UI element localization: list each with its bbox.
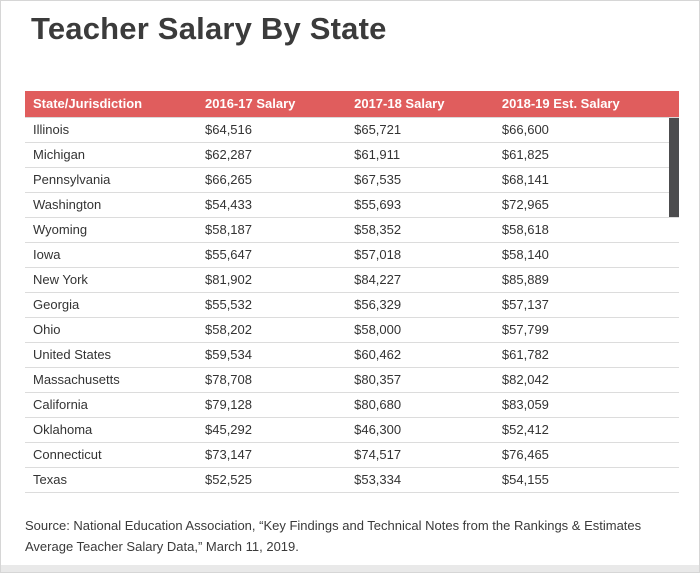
salary-2017-18-cell: $80,680 (346, 392, 494, 418)
salary-2016-17-cell: $81,902 (197, 267, 347, 293)
salary-2018-19-cell: $66,600 (493, 117, 679, 143)
salary-2017-18-cell: $65,721 (346, 117, 494, 143)
salary-2016-17-cell: $59,534 (197, 342, 347, 368)
salary-2016-17-cell: $52,525 (197, 467, 347, 493)
salary-2017-18-cell: $58,000 (346, 317, 494, 343)
table-row: United States $59,534 $60,462 $61,782 (25, 342, 679, 368)
salary-2018-19-cell: $82,042 (493, 367, 679, 393)
salary-2016-17-cell: $73,147 (197, 442, 347, 468)
salary-2017-18-cell: $58,352 (346, 217, 494, 243)
table-header-row: State/Jurisdiction 2016-17 Salary 2017-1… (25, 91, 679, 118)
salary-2017-18-cell: $60,462 (346, 342, 494, 368)
column-header-2018-19-est-salary: 2018-19 Est. Salary (493, 91, 679, 118)
table-row: Wyoming $58,187 $58,352 $58,618 (25, 217, 679, 243)
salary-2018-19-cell: $83,059 (493, 392, 679, 418)
salary-2016-17-cell: $79,128 (197, 392, 347, 418)
source-text: Source: National Education Association, … (25, 515, 685, 557)
table-row: Oklahoma $45,292 $46,300 $52,412 (25, 417, 679, 443)
table-row: Washington $54,433 $55,693 $72,965 (25, 192, 679, 218)
salary-2017-18-cell: $46,300 (346, 417, 494, 443)
salary-2017-18-cell: $55,693 (346, 192, 494, 218)
table-row: California $79,128 $80,680 $83,059 (25, 392, 679, 418)
table-row: Ohio $58,202 $58,000 $57,799 (25, 317, 679, 343)
state-cell: Wyoming (25, 217, 197, 243)
salary-2016-17-cell: $54,433 (197, 192, 347, 218)
source-line-1: Source: National Education Association, … (25, 518, 642, 533)
salary-2018-19-cell: $72,965 (493, 192, 679, 218)
salary-2016-17-cell: $64,516 (197, 117, 347, 143)
state-cell: Georgia (25, 292, 197, 318)
salary-2017-18-cell: $84,227 (346, 267, 494, 293)
table-body: Illinois $64,516 $65,721 $66,600 Michiga… (25, 117, 679, 493)
state-cell: United States (25, 342, 197, 368)
salary-2017-18-cell: $56,329 (346, 292, 494, 318)
salary-2016-17-cell: $55,647 (197, 242, 347, 268)
salary-table: State/Jurisdiction 2016-17 Salary 2017-1… (25, 91, 679, 493)
state-cell: Connecticut (25, 442, 197, 468)
salary-2016-17-cell: $78,708 (197, 367, 347, 393)
salary-2017-18-cell: $74,517 (346, 442, 494, 468)
table-container: State/Jurisdiction 2016-17 Salary 2017-1… (25, 91, 679, 493)
state-cell: Illinois (25, 117, 197, 143)
state-cell: Iowa (25, 242, 197, 268)
state-cell: Oklahoma (25, 417, 197, 443)
salary-2018-19-cell: $58,618 (493, 217, 679, 243)
salary-2018-19-cell: $58,140 (493, 242, 679, 268)
salary-2018-19-cell: $61,782 (493, 342, 679, 368)
salary-2018-19-cell: $54,155 (493, 467, 679, 493)
scrollbar-thumb[interactable] (669, 118, 679, 217)
column-header-2017-18-salary: 2017-18 Salary (346, 91, 494, 118)
salary-2017-18-cell: $80,357 (346, 367, 494, 393)
salary-2018-19-cell: $68,141 (493, 167, 679, 193)
salary-2018-19-cell: $57,137 (493, 292, 679, 318)
page-title: Teacher Salary By State (31, 11, 387, 46)
salary-2016-17-cell: $58,187 (197, 217, 347, 243)
bottom-bar (1, 565, 699, 572)
salary-2016-17-cell: $55,532 (197, 292, 347, 318)
state-cell: Michigan (25, 142, 197, 168)
state-cell: California (25, 392, 197, 418)
salary-2017-18-cell: $67,535 (346, 167, 494, 193)
column-header-2016-17-salary: 2016-17 Salary (197, 91, 347, 118)
table-row: Connecticut $73,147 $74,517 $76,465 (25, 442, 679, 468)
scrollbar-track[interactable] (669, 117, 679, 492)
salary-2016-17-cell: $66,265 (197, 167, 347, 193)
state-cell: Ohio (25, 317, 197, 343)
salary-2016-17-cell: $62,287 (197, 142, 347, 168)
state-cell: Massachusetts (25, 367, 197, 393)
table-row: Iowa $55,647 $57,018 $58,140 (25, 242, 679, 268)
table-row: New York $81,902 $84,227 $85,889 (25, 267, 679, 293)
salary-2016-17-cell: $45,292 (197, 417, 347, 443)
table-row: Michigan $62,287 $61,911 $61,825 (25, 142, 679, 168)
column-header-state: State/Jurisdiction (25, 91, 197, 118)
table-row: Texas $52,525 $53,334 $54,155 (25, 467, 679, 493)
state-cell: Texas (25, 467, 197, 493)
salary-2018-19-cell: $76,465 (493, 442, 679, 468)
table-row: Georgia $55,532 $56,329 $57,137 (25, 292, 679, 318)
state-cell: New York (25, 267, 197, 293)
table-row: Massachusetts $78,708 $80,357 $82,042 (25, 367, 679, 393)
salary-2017-18-cell: $61,911 (346, 142, 494, 168)
table-row: Illinois $64,516 $65,721 $66,600 (25, 117, 679, 143)
salary-2018-19-cell: $57,799 (493, 317, 679, 343)
salary-2018-19-cell: $61,825 (493, 142, 679, 168)
state-cell: Pennsylvania (25, 167, 197, 193)
state-cell: Washington (25, 192, 197, 218)
source-line-2: Average Teacher Salary Data,” March 11, … (25, 539, 299, 554)
salary-2018-19-cell: $85,889 (493, 267, 679, 293)
salary-2017-18-cell: $57,018 (346, 242, 494, 268)
salary-2016-17-cell: $58,202 (197, 317, 347, 343)
salary-2017-18-cell: $53,334 (346, 467, 494, 493)
table-row: Pennsylvania $66,265 $67,535 $68,141 (25, 167, 679, 193)
salary-2018-19-cell: $52,412 (493, 417, 679, 443)
